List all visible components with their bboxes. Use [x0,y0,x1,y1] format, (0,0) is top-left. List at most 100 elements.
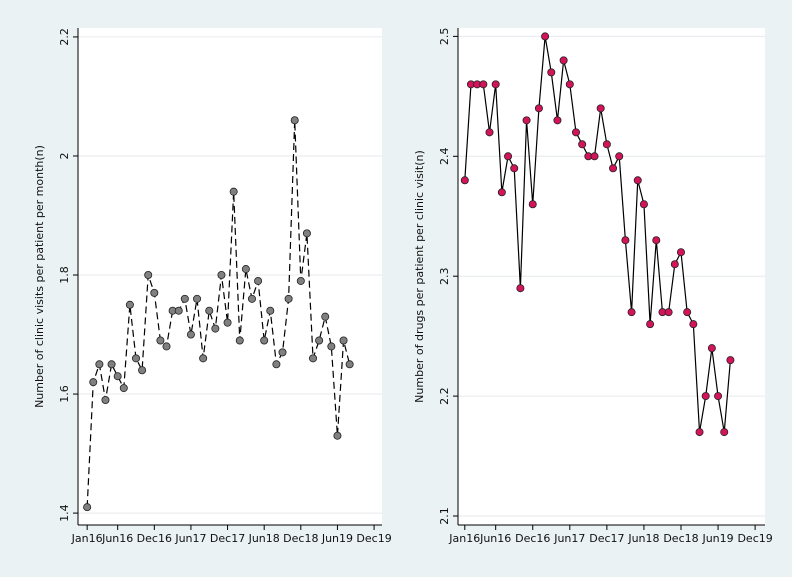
data-point [504,152,513,161]
data-point [150,288,159,297]
data-point [296,276,305,285]
x-tick-label: Dec17 [589,532,624,545]
x-tick-label: Jun19 [321,532,353,545]
data-point [683,308,692,317]
data-point [510,164,519,173]
data-point [327,342,336,351]
data-point [571,128,580,137]
data-point [101,396,110,405]
data-point [664,308,673,317]
x-tick-label: Jun16 [479,532,511,545]
data-point [223,318,232,327]
data-point [156,336,165,345]
data-line [86,120,351,508]
x-tick-label: Jan16 [448,532,480,545]
data-point [345,360,354,369]
data-point [609,164,618,173]
y-tick-label: 1.8 [58,266,71,284]
data-point [131,354,140,363]
x-tick-label: Dec17 [210,532,245,545]
y-tick-label: 1.6 [58,385,71,403]
data-point [309,354,318,363]
data-point [497,188,506,197]
data-point [707,344,716,353]
y-tick-label: 2.2 [58,28,71,46]
data-point [138,366,147,375]
x-tick-label: Dec16 [137,532,172,545]
data-point [646,320,655,329]
y-tick-label: 2 [58,152,71,159]
data-point [113,372,122,381]
y-tick-label: 2.1 [438,507,451,525]
data-point [162,342,171,351]
data-point [695,428,704,437]
data-point [107,360,116,369]
data-point [284,294,293,303]
data-point [266,306,275,315]
x-tick-label: Jun18 [248,532,280,545]
data-point [290,116,299,125]
y-axis-label: Number of drugs per patient per clinic v… [413,150,426,403]
x-tick-label: Jun19 [701,532,733,545]
data-point [652,236,661,245]
data-point [241,265,250,274]
data-point [460,176,469,185]
data-point [627,308,636,317]
data-point [633,176,642,185]
data-point [193,294,202,303]
x-tick-label: Jun17 [553,532,585,545]
data-point [95,360,104,369]
data-point [333,431,342,440]
data-point [180,294,189,303]
data-point [254,276,263,285]
y-tick-label: 2.4 [438,148,451,166]
data-point [726,356,735,365]
data-point [339,336,348,345]
x-tick-label: Dec16 [515,532,550,545]
y-tick-label: 1.4 [58,504,71,522]
y-tick-label: 2.2 [438,387,451,405]
data-point [621,236,630,245]
data-point [229,187,238,196]
x-tick-label: Dec19 [356,532,391,545]
data-point [125,300,134,309]
data-point [534,104,543,113]
data-point [217,271,226,280]
data-point [701,392,710,401]
data-point [578,140,587,149]
data-point [479,80,488,89]
data-point [321,312,330,321]
plot-area [78,28,382,525]
data-point [615,152,624,161]
data-point [485,128,494,137]
x-tick-label: Dec18 [663,532,698,545]
data-point [315,336,324,345]
data-point [247,294,256,303]
data-point [144,271,153,280]
y-axis-label: Number of clinic visits per patient per … [33,145,46,408]
x-tick-label: Jan16 [71,532,103,545]
data-point [559,56,568,65]
data-point [235,336,244,345]
x-tick-label: Jun18 [627,532,659,545]
data-point [565,80,574,89]
x-tick-label: Jun16 [101,532,133,545]
y-tick-label: 2.3 [438,267,451,285]
data-point [522,116,531,125]
data-point [528,200,537,209]
x-tick-label: Dec18 [283,532,318,545]
data-point [211,324,220,333]
data-point [596,104,605,113]
data-point [553,116,562,125]
data-point [260,336,269,345]
data-point [676,248,685,257]
data-point [720,428,729,437]
data-point [278,348,287,357]
x-tick-label: Jun17 [174,532,206,545]
data-point [541,32,550,41]
data-point [83,503,92,512]
data-point [119,384,128,393]
data-point [670,260,679,269]
x-tick-label: Dec19 [737,532,772,545]
